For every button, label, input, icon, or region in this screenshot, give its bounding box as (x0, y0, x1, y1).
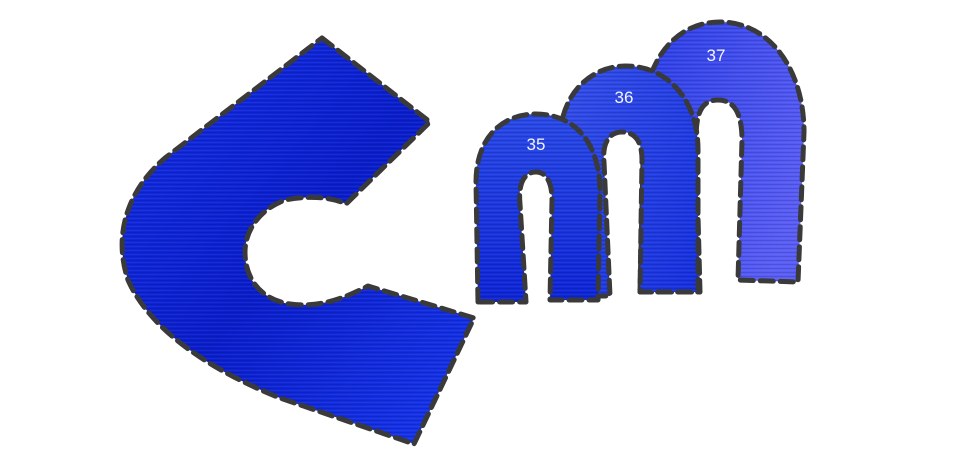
c-shape-piece (119, 35, 477, 447)
arch-35-outline (473, 111, 603, 305)
arch-37-outline (637, 19, 807, 295)
arch-36-label: 36 (615, 88, 634, 107)
c-shape-outline (119, 35, 477, 447)
arch-35-label: 35 (527, 135, 546, 154)
arch-36-outline (557, 63, 701, 299)
arch-37-label: 37 (707, 46, 726, 65)
arch-piece-35: 35 (473, 111, 603, 305)
